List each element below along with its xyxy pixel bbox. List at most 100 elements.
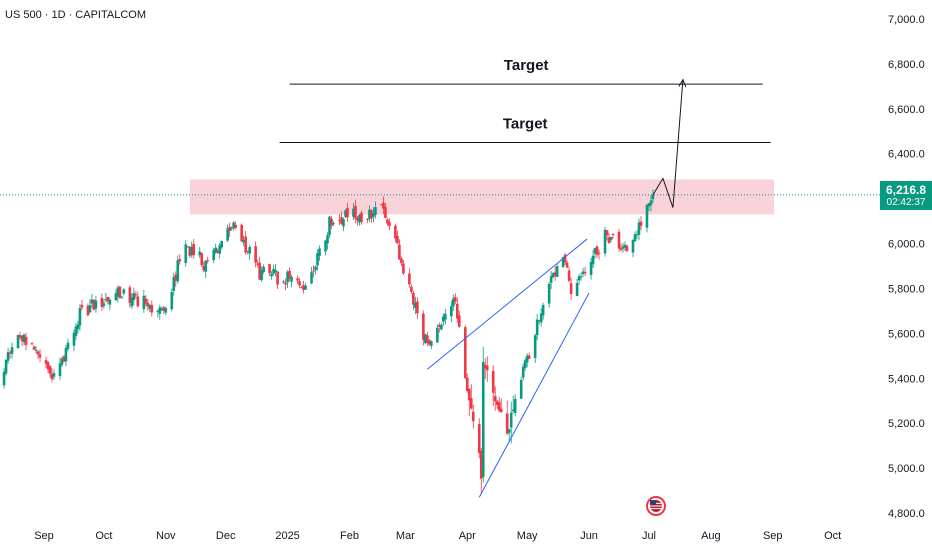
candle-body — [519, 379, 523, 399]
symbol-title: US 500 · 1D · CAPITALCOM — [5, 9, 146, 21]
candle-body — [583, 271, 587, 274]
candle-body — [565, 262, 569, 268]
candle-body — [20, 335, 24, 341]
candle-body — [162, 307, 166, 311]
candle-body — [302, 285, 305, 290]
candle-body — [505, 413, 509, 434]
candle-body — [18, 335, 22, 338]
candle-body — [452, 298, 455, 307]
us-flag-event-icon[interactable] — [646, 496, 666, 516]
candle-body — [298, 281, 301, 286]
candle-body — [214, 247, 218, 253]
candles-layer — [2, 189, 655, 494]
candle-body — [204, 260, 208, 272]
candle-body — [44, 360, 48, 364]
candle-body — [148, 305, 152, 309]
candle-body — [36, 351, 40, 355]
time-tick-label: Aug — [701, 530, 721, 542]
candle-body — [609, 237, 613, 240]
candle-body — [589, 261, 593, 275]
candle-body — [104, 299, 108, 301]
candle-body — [332, 223, 335, 225]
current-price-badge: 6,216.8 02:42:37 — [880, 180, 932, 210]
candle-body — [368, 209, 371, 219]
candle-body — [176, 260, 180, 282]
candle-body — [160, 308, 164, 311]
candle-body — [150, 304, 154, 313]
candle-body — [479, 450, 483, 479]
candle-body — [184, 244, 188, 263]
candle-body — [300, 287, 303, 289]
time-axis[interactable]: Sep Oct Nov Dec 2025 Feb Mar Apr May Jun Jul Aug Sep… — [34, 530, 841, 542]
candle-body — [330, 218, 333, 226]
candle-body — [188, 246, 192, 256]
candle-body — [198, 251, 202, 256]
candle-body — [438, 324, 441, 327]
candle-body — [611, 233, 615, 236]
candle-body — [424, 334, 427, 344]
candle-body — [232, 222, 235, 229]
candle-body — [158, 307, 162, 314]
candle-body — [4, 359, 8, 374]
trendline-2[interactable] — [478, 292, 590, 498]
candle-body — [192, 244, 196, 256]
candle-body — [284, 283, 287, 285]
candle-body — [172, 277, 176, 291]
candle-body — [178, 259, 182, 262]
candle-body — [457, 315, 461, 327]
candle-body — [340, 217, 343, 224]
candle-body — [86, 305, 90, 316]
candle-body — [38, 354, 42, 358]
candle-body — [108, 299, 112, 305]
price-tick-label: 5,800.0 — [888, 283, 925, 295]
trendlines-layer[interactable] — [427, 238, 590, 498]
candle-body — [170, 292, 174, 310]
candle-body — [328, 216, 331, 236]
time-tick-label: Oct — [824, 530, 841, 542]
target-levels-layer[interactable]: Target Target — [279, 57, 771, 143]
candle-body — [567, 270, 571, 281]
candle-body — [342, 219, 345, 227]
candle-body — [46, 361, 50, 370]
candle-body — [444, 313, 447, 320]
candle-body — [78, 308, 82, 326]
candle-body — [581, 271, 585, 274]
candle-body — [304, 285, 307, 290]
projection-path[interactable] — [652, 79, 684, 208]
candle-body — [100, 297, 104, 307]
candle-body — [74, 326, 78, 336]
candle-body — [607, 237, 611, 243]
candle-body — [493, 396, 497, 402]
projection-path-layer[interactable] — [652, 78, 687, 208]
candle-body — [575, 282, 579, 297]
candle-body — [569, 283, 573, 294]
candle-body — [246, 250, 249, 252]
candle-body — [62, 356, 66, 362]
price-axis[interactable]: 7,000.0 6,800.0 6,600.0 6,400.0 6,000.0 5,800… — [888, 14, 925, 520]
candle-body — [116, 287, 120, 297]
candle-body — [156, 310, 160, 313]
candle-body — [10, 347, 14, 354]
candle-body — [523, 360, 527, 368]
candle-body — [216, 250, 220, 253]
candle-body — [260, 270, 263, 281]
candle-body — [426, 335, 429, 344]
candle-body — [272, 268, 275, 274]
candle-body — [595, 246, 599, 255]
candle-body — [366, 218, 369, 220]
candle-body — [605, 230, 609, 236]
candle-body — [450, 306, 453, 317]
candle-body — [226, 228, 229, 241]
trendline-1[interactable] — [427, 238, 588, 370]
candle-body — [410, 286, 413, 292]
candle-body — [394, 225, 397, 239]
candle-body — [603, 229, 607, 254]
candle-body — [555, 266, 559, 277]
candle-body — [398, 244, 401, 260]
candle-body — [372, 213, 375, 217]
candle-body — [356, 217, 359, 221]
candle-body — [16, 335, 20, 349]
candle-body — [463, 327, 467, 378]
candle-body — [467, 388, 471, 401]
